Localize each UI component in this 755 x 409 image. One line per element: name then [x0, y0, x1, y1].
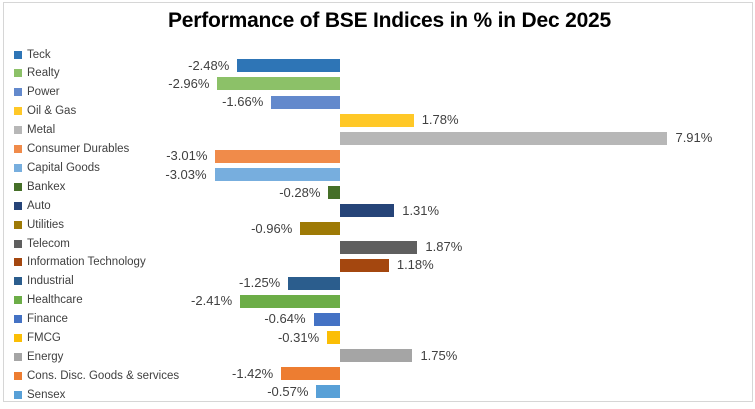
legend-swatch-capital-goods [14, 163, 22, 172]
legend-label: Auto [27, 199, 51, 212]
legend-item-bankex: Bankex [14, 177, 65, 196]
legend-swatch-power [14, 88, 22, 97]
bar-cons-disc-goods-services [281, 367, 340, 381]
legend-label: Realty [27, 67, 60, 80]
legend: Teck Realty Power Oil & Gas Metal Consumer Du… [0, 0, 230, 409]
bar-bankex [328, 186, 340, 200]
legend-label: Consumer Durables [27, 143, 130, 155]
bar-consumer-durables [215, 149, 340, 163]
bar-value-label-realty: -2.96% [168, 75, 210, 91]
legend-swatch-cons-disc-goods-services [14, 371, 22, 380]
legend-item-power: Power [14, 83, 60, 102]
legend-swatch-sensex [14, 390, 22, 399]
legend-item-teck: Teck [14, 45, 51, 64]
legend-label: Finance [27, 313, 68, 326]
legend-item-cons-disc-goods-services: Cons. Disc. Goods & services [14, 366, 179, 385]
bar-finance [313, 312, 340, 326]
legend-label: Information Technology [27, 256, 146, 269]
bar-value-label-auto: 1.31% [402, 202, 440, 218]
bar-value-label-utilities: -0.96% [251, 220, 293, 236]
legend-label: Healthcare [27, 294, 83, 307]
bar-metal [340, 131, 668, 145]
bar-value-label-consumer-durables: -3.01% [166, 148, 208, 164]
bar-information-technology [340, 258, 389, 272]
bar-telecom [340, 240, 418, 254]
legend-swatch-healthcare [14, 296, 22, 305]
bar-auto [340, 204, 395, 218]
legend-label: Telecom [27, 237, 70, 250]
bar-value-label-finance: -0.64% [264, 311, 306, 327]
legend-item-sensex: Sensex [14, 385, 65, 404]
bar-value-label-oil-gas: 1.78% [421, 112, 459, 128]
legend-label: Energy [27, 350, 64, 363]
bar-value-label-information-technology: 1.18% [396, 257, 434, 273]
legend-swatch-bankex [14, 182, 22, 191]
bar-industrial [288, 276, 340, 290]
legend-swatch-fmcg [14, 334, 22, 342]
bar-value-label-energy: 1.75% [420, 347, 458, 363]
bar-utilities [300, 222, 340, 236]
legend-swatch-realty [14, 69, 22, 78]
bar-healthcare [240, 294, 340, 308]
legend-item-information-technology: Information Technology [14, 253, 146, 272]
legend-label: Power [27, 86, 60, 99]
bar-oil-gas [340, 113, 414, 127]
legend-label: Bankex [27, 180, 66, 193]
legend-swatch-industrial [14, 277, 22, 286]
bar-value-label-telecom: 1.87% [425, 239, 463, 254]
bar-value-label-teck: -2.48% [188, 57, 230, 73]
legend-swatch-utilities [14, 220, 22, 229]
bar-capital-goods [214, 168, 340, 182]
legend-item-telecom: Telecom [14, 234, 70, 253]
legend-label: Utilities [27, 218, 65, 231]
legend-swatch-consumer-durables [14, 145, 22, 153]
bar-sensex [316, 385, 340, 399]
legend-swatch-auto [14, 201, 22, 210]
bar-value-label-industrial: -1.25% [239, 275, 281, 291]
legend-swatch-energy [14, 352, 22, 361]
legend-item-utilities: Utilities [14, 215, 64, 234]
legend-label: Industrial [27, 275, 74, 288]
legend-swatch-oil-gas [14, 107, 22, 116]
legend-swatch-metal [14, 126, 22, 135]
bar-fmcg [327, 331, 340, 345]
legend-swatch-information-technology [14, 258, 22, 267]
bar-power [271, 95, 340, 109]
bar-value-label-bankex: -0.28% [279, 184, 321, 200]
legend-item-energy: Energy [14, 347, 63, 366]
legend-item-healthcare: Healthcare [14, 291, 83, 310]
bar-value-label-power: -1.66% [222, 94, 264, 110]
legend-label: Oil & Gas [27, 105, 77, 118]
bar-realty [217, 77, 340, 91]
legend-label: Cons. Disc. Goods & services [27, 369, 180, 382]
legend-label: Metal [27, 124, 56, 137]
legend-swatch-teck [14, 50, 22, 59]
legend-item-industrial: Industrial [14, 272, 74, 291]
legend-label: Sensex [27, 388, 66, 401]
legend-item-auto: Auto [14, 196, 51, 215]
bar-energy [340, 349, 413, 363]
bar-teck [237, 59, 340, 73]
legend-item-capital-goods: Capital Goods [14, 158, 100, 177]
legend-swatch-telecom [14, 239, 22, 248]
legend-item-consumer-durables: Consumer Durables [14, 140, 129, 159]
legend-swatch-finance [14, 315, 22, 324]
legend-item-oil-gas: Oil & Gas [14, 102, 76, 121]
legend-label: Capital Goods [27, 161, 100, 174]
chart-title: Performance of BSE Indices in % in Dec 2… [167, 9, 612, 32]
bar-value-label-cons-disc-goods-services: -1.42% [232, 365, 274, 381]
legend-item-finance: Finance [14, 310, 68, 329]
bar-value-label-fmcg: -0.31% [277, 329, 320, 345]
legend-item-metal: Metal [14, 121, 55, 140]
legend-label: Teck [27, 48, 51, 61]
bar-value-label-capital-goods: -3.03% [165, 166, 207, 182]
bar-value-label-metal: 7.91% [675, 130, 713, 146]
legend-item-fmcg: FMCG [14, 329, 61, 348]
bar-value-label-healthcare: -2.41% [191, 293, 233, 309]
legend-label: FMCG [27, 332, 61, 344]
bar-value-label-sensex: -0.57% [267, 383, 309, 399]
legend-item-realty: Realty [14, 64, 60, 83]
